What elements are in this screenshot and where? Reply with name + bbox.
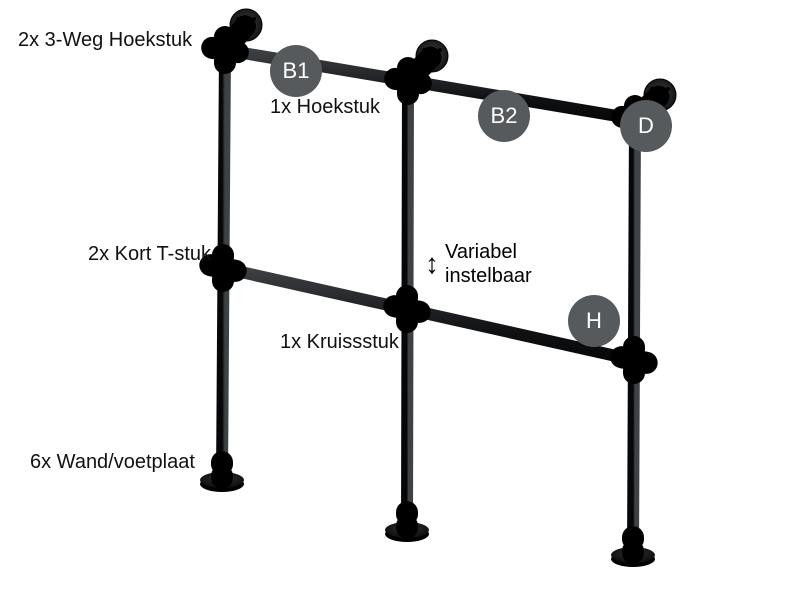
badge-d: D — [620, 100, 672, 152]
double-arrow-icon: ↕ — [425, 250, 439, 278]
badge-d-text: D — [638, 113, 654, 139]
label-variabel-text: Variabelinstelbaar — [445, 240, 532, 288]
label-kruisstuk: 1x Kruissstuk — [280, 330, 399, 354]
badge-b1: B1 — [270, 45, 322, 97]
label-3weg-hoekstuk: 2x 3-Weg Hoekstuk — [18, 28, 192, 52]
label-hoekstuk: 1x Hoekstuk — [270, 95, 380, 119]
badge-h-text: H — [586, 308, 602, 334]
diagram-stage: { "colors": { "pipe_main": "#202224", "p… — [0, 0, 800, 600]
badge-b1-text: B1 — [283, 58, 310, 84]
badge-b2: B2 — [478, 90, 530, 142]
label-variabel-instelbaar: ↕ Variabelinstelbaar — [425, 240, 532, 288]
label-wand-voetplaat: 6x Wand/voetplaat — [30, 450, 195, 474]
pipe-diagram — [0, 0, 800, 600]
badge-b2-text: B2 — [491, 103, 518, 129]
badge-h: H — [568, 295, 620, 347]
label-kort-t-stuk: 2x Kort T-stuk — [88, 242, 211, 266]
